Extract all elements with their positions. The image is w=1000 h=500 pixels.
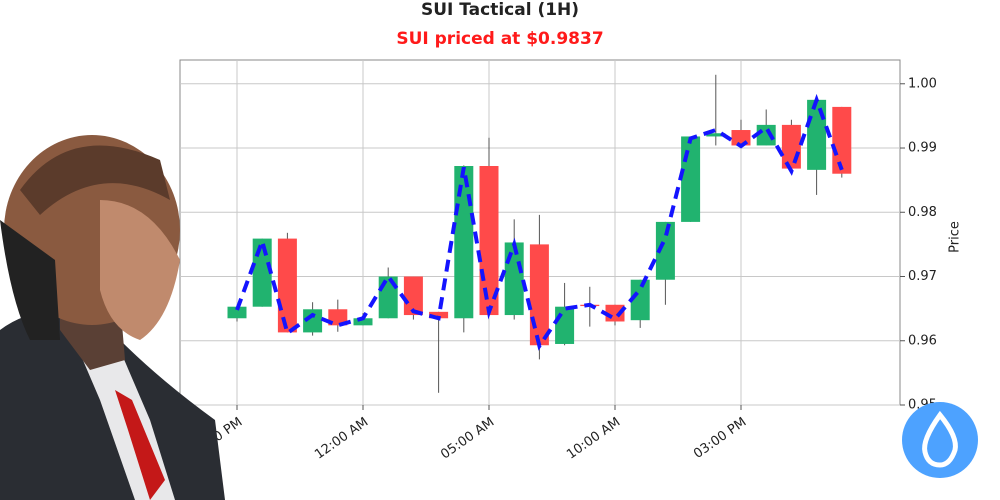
plot-frame: [179, 59, 901, 406]
x-tick-label: 05:00 AM: [438, 415, 497, 463]
candle-body: [781, 124, 801, 169]
candle-body: [303, 309, 323, 333]
candle-body: [706, 133, 726, 137]
candle-body: [681, 136, 701, 222]
candle-body: [353, 318, 373, 326]
candle-body: [403, 276, 423, 316]
x-tick-label: 03:00 PM: [691, 415, 749, 462]
candle-body: [454, 166, 474, 319]
y-axis-label: Price: [948, 221, 963, 253]
candle-body: [555, 306, 575, 344]
candle-body: [655, 221, 675, 280]
x-tick-label: 10:00 AM: [564, 415, 623, 463]
candle-body: [807, 99, 827, 170]
candle-body: [504, 242, 524, 316]
candle-body: [529, 244, 549, 346]
sui-logo: [902, 402, 978, 478]
chart-subtitle: SUI priced at $0.9837: [396, 29, 603, 49]
y-tick-label: 0.98: [908, 205, 937, 220]
candle-body: [832, 106, 852, 174]
y-tick-label: 0.97: [908, 269, 937, 284]
y-tick-label: 0.96: [908, 333, 937, 348]
trend-line: [235, 93, 844, 351]
x-tick-label: 12:00 AM: [312, 415, 371, 463]
chart-title: SUI Tactical (1H): [421, 0, 579, 20]
presenter-illustration: [0, 135, 225, 500]
y-tick-label: 1.00: [908, 76, 937, 91]
candle-body: [429, 311, 449, 319]
candle-body: [227, 306, 247, 319]
candle-body: [630, 279, 650, 321]
y-tick-label: 0.99: [908, 141, 937, 156]
candle-body: [277, 238, 297, 333]
